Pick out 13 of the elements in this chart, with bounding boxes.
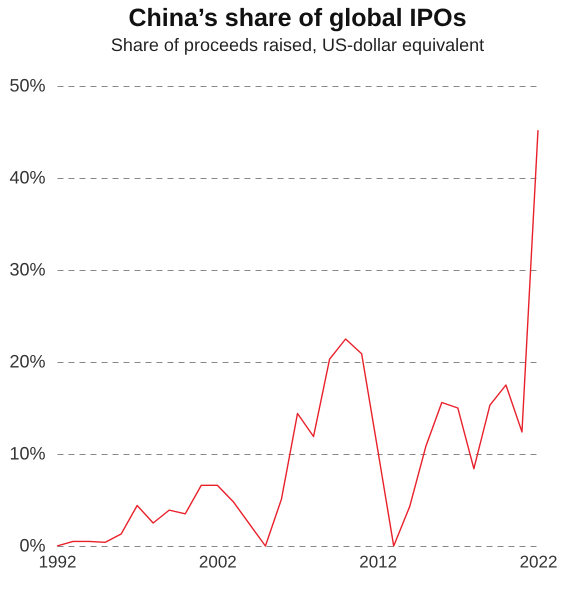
y-tick-label: 20% <box>9 352 46 372</box>
x-tick-label: 2022 <box>520 552 558 572</box>
x-tick-label: 2002 <box>198 552 237 572</box>
line-series <box>56 129 539 547</box>
x-tick-label: 1992 <box>38 552 76 572</box>
chart-title: China’s share of global IPOs <box>128 4 467 32</box>
chart-subtitle: Share of proceeds raised, US-dollar equivalent <box>110 35 484 55</box>
y-tick-label: 30% <box>9 260 46 280</box>
y-tick-label: 0% <box>19 536 46 556</box>
x-tick-label: 2012 <box>359 552 398 572</box>
y-tick-label: 50% <box>9 76 46 96</box>
y-tick-label: 40% <box>9 168 46 188</box>
y-tick-label: 10% <box>9 444 46 464</box>
